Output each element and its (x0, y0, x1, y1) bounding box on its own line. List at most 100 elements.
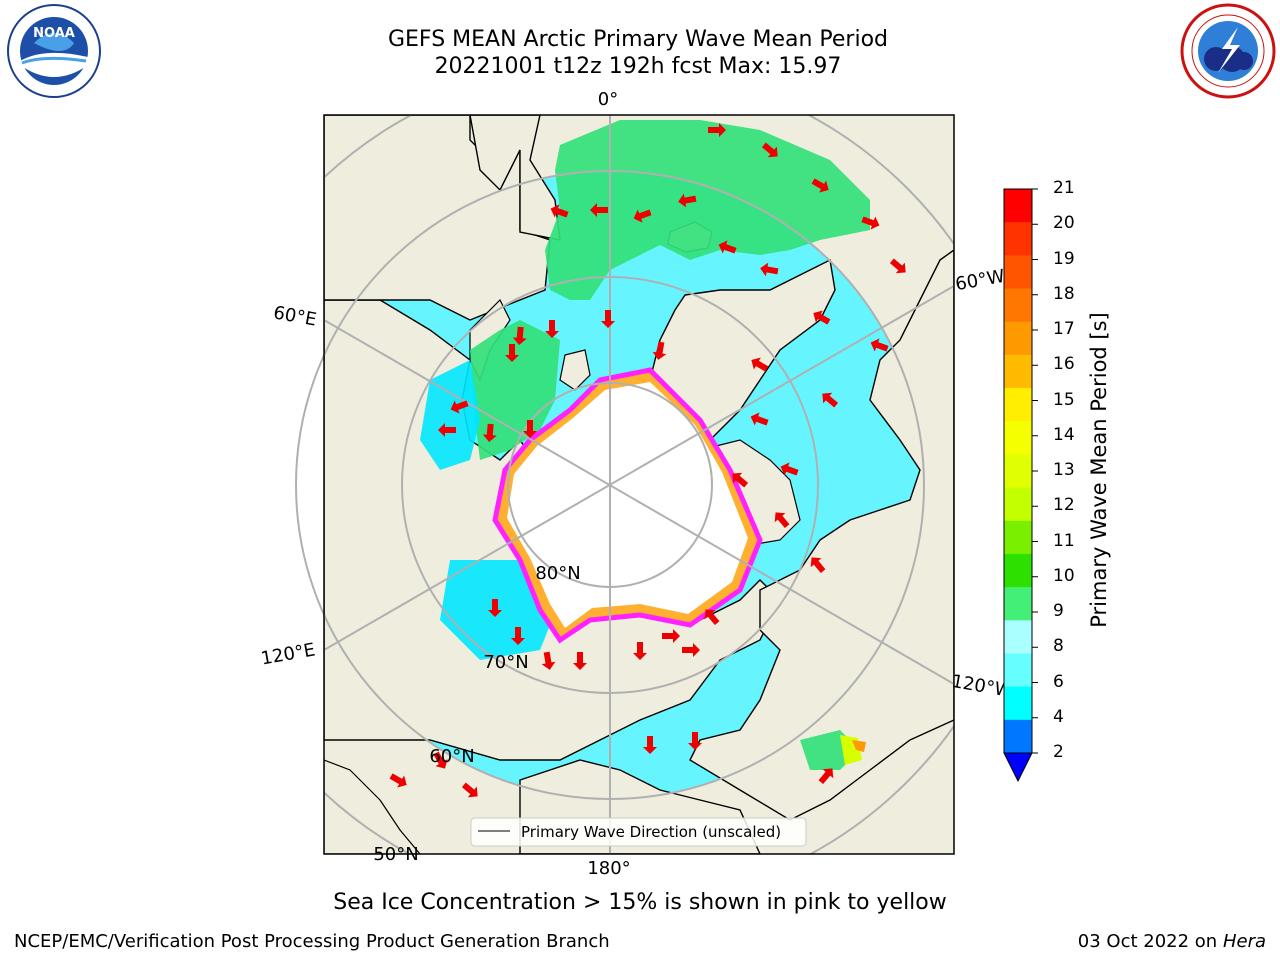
wave-direction-arrow (633, 642, 647, 660)
land-scandinavia (469, 115, 561, 241)
wave-direction-arrow (523, 420, 537, 438)
land-north-america (689, 249, 954, 821)
wave-direction-arrow (751, 357, 769, 372)
meridian-60 (324, 319, 954, 685)
lon-label-120e: 120°E (259, 639, 317, 669)
wave-direction-arrow (512, 326, 527, 345)
footer-date-text: 03 Oct 2022 on (1077, 931, 1223, 952)
wave-period-zone-peak-core (852, 740, 866, 752)
colorbar-tick-label: 13 (1053, 460, 1075, 480)
colorbar-tick-label: 19 (1053, 248, 1075, 269)
wave-direction-arrow (761, 142, 778, 158)
colorbar-tick-label: 17 (1053, 319, 1075, 339)
wave-direction-arrows (389, 123, 906, 798)
wave-direction-arrow (505, 344, 519, 362)
wave-direction-arrow (732, 472, 749, 488)
nws-logo (1180, 3, 1276, 99)
colorbar-band (1004, 421, 1032, 455)
wave-direction-arrow (633, 209, 652, 223)
wave-direction-arrow (652, 341, 667, 360)
colorbar-band (1004, 587, 1032, 621)
lat-label-50: 50°N (373, 844, 418, 865)
wave-direction-arrow (433, 751, 448, 769)
wave-direction-arrow (450, 400, 469, 414)
sea-ice-caption: Sea Ice Concentration > 15% is shown in … (333, 890, 947, 915)
lon-label-180: 180° (587, 858, 630, 879)
colorbar-tick-label: 15 (1053, 389, 1075, 410)
wave-direction-arrow (482, 423, 497, 442)
colorbar-band (1004, 321, 1032, 356)
wave-direction-arrow (811, 178, 829, 193)
chart-subtitle: 20221001 t12z 192h fcst Max: 15.97 (434, 54, 842, 79)
wave-direction-arrow (550, 204, 569, 218)
wave-direction-arrow (678, 193, 697, 208)
wave-direction-arrow (662, 629, 680, 643)
colorbar-band (1004, 222, 1032, 256)
wave-direction-arrow (750, 412, 769, 426)
colorbar-tick-label: 12 (1053, 495, 1075, 516)
colorbar-band (1004, 520, 1032, 555)
wave-direction-arrow (870, 338, 889, 352)
wave-direction-arrow (488, 599, 502, 617)
sea-ice-interior (507, 382, 748, 628)
wave-direction-arrow (389, 773, 407, 788)
colorbar-band (1004, 653, 1032, 688)
colorbar-band (1004, 255, 1032, 290)
wave-direction-arrow (813, 310, 831, 325)
colorbar-tick-label: 16 (1053, 354, 1075, 375)
lon-label-0: 0° (598, 89, 618, 110)
colorbar-tick-label: 8 (1053, 636, 1064, 657)
wave-direction-arrow (461, 782, 478, 798)
colorbar-band (1004, 686, 1032, 721)
wave-direction-arrow (643, 736, 657, 754)
noaa-logo: NOAA (7, 4, 101, 98)
map-area (324, 115, 954, 854)
wave-direction-arrow (541, 651, 556, 670)
wave-period-zone-short (420, 360, 480, 470)
colorbar-title: Primary Wave Mean Period [s] (1087, 312, 1111, 628)
wave-direction-arrow (718, 240, 737, 254)
colorbar-band (1004, 354, 1032, 389)
colorbar-band (1004, 454, 1032, 489)
lat-label-70: 70°N (483, 652, 528, 673)
lat-label-80: 80°N (535, 563, 580, 584)
colorbar-tick-label: 21 (1053, 178, 1075, 198)
wave-direction-arrow (889, 258, 906, 274)
wave-direction-arrow (861, 216, 880, 230)
wave-direction-arrow (545, 320, 559, 338)
graticule (295, 115, 954, 854)
colorbar-tick-label: 2 (1053, 742, 1064, 762)
colorbar-band (1004, 189, 1032, 223)
lat-label-60: 60°N (429, 746, 474, 767)
footer-producer: NCEP/EMC/Verification Post Processing Pr… (14, 931, 610, 952)
map-frame (323, 114, 955, 855)
wave-direction-arrow (704, 609, 720, 626)
footer-host: Hera (1222, 931, 1266, 952)
chart-title: GEFS MEAN Arctic Primary Wave Mean Perio… (387, 27, 888, 52)
colorbar-tick-label: 10 (1053, 565, 1075, 586)
colorbar-tick-label: 4 (1053, 706, 1064, 727)
colorbar-band (1004, 288, 1032, 323)
colorbar-tick-label: 20 (1053, 213, 1075, 234)
colorbar-band (1004, 487, 1032, 522)
colorbar-tick-label: 6 (1053, 671, 1064, 692)
wave-direction-arrow (601, 310, 615, 328)
colorbar-tick-label: 11 (1053, 530, 1075, 551)
wave-direction-arrow (682, 643, 700, 657)
lon-label-60w: 60°W (954, 266, 1007, 295)
wave-direction-arrow (818, 768, 834, 785)
colorbar-band (1004, 553, 1032, 588)
legend: Primary Wave Direction (unscaled) (470, 817, 807, 847)
wave-period-zone-atlantic (545, 120, 870, 300)
wave-direction-arrow (573, 652, 587, 670)
wave-direction-arrow (760, 262, 779, 277)
wave-direction-arrow (511, 627, 525, 645)
island-svalbard (559, 349, 591, 391)
legend-label: Primary Wave Direction (unscaled) (521, 823, 781, 841)
wave-direction-arrow (810, 557, 826, 574)
colorbar-extend-min (1003, 752, 1033, 783)
colorbar (1003, 188, 1038, 783)
wave-direction-arrow (708, 123, 726, 137)
wave-direction-arrow (590, 203, 608, 217)
footer-date: 03 Oct 2022 on Hera (1078, 931, 1266, 952)
